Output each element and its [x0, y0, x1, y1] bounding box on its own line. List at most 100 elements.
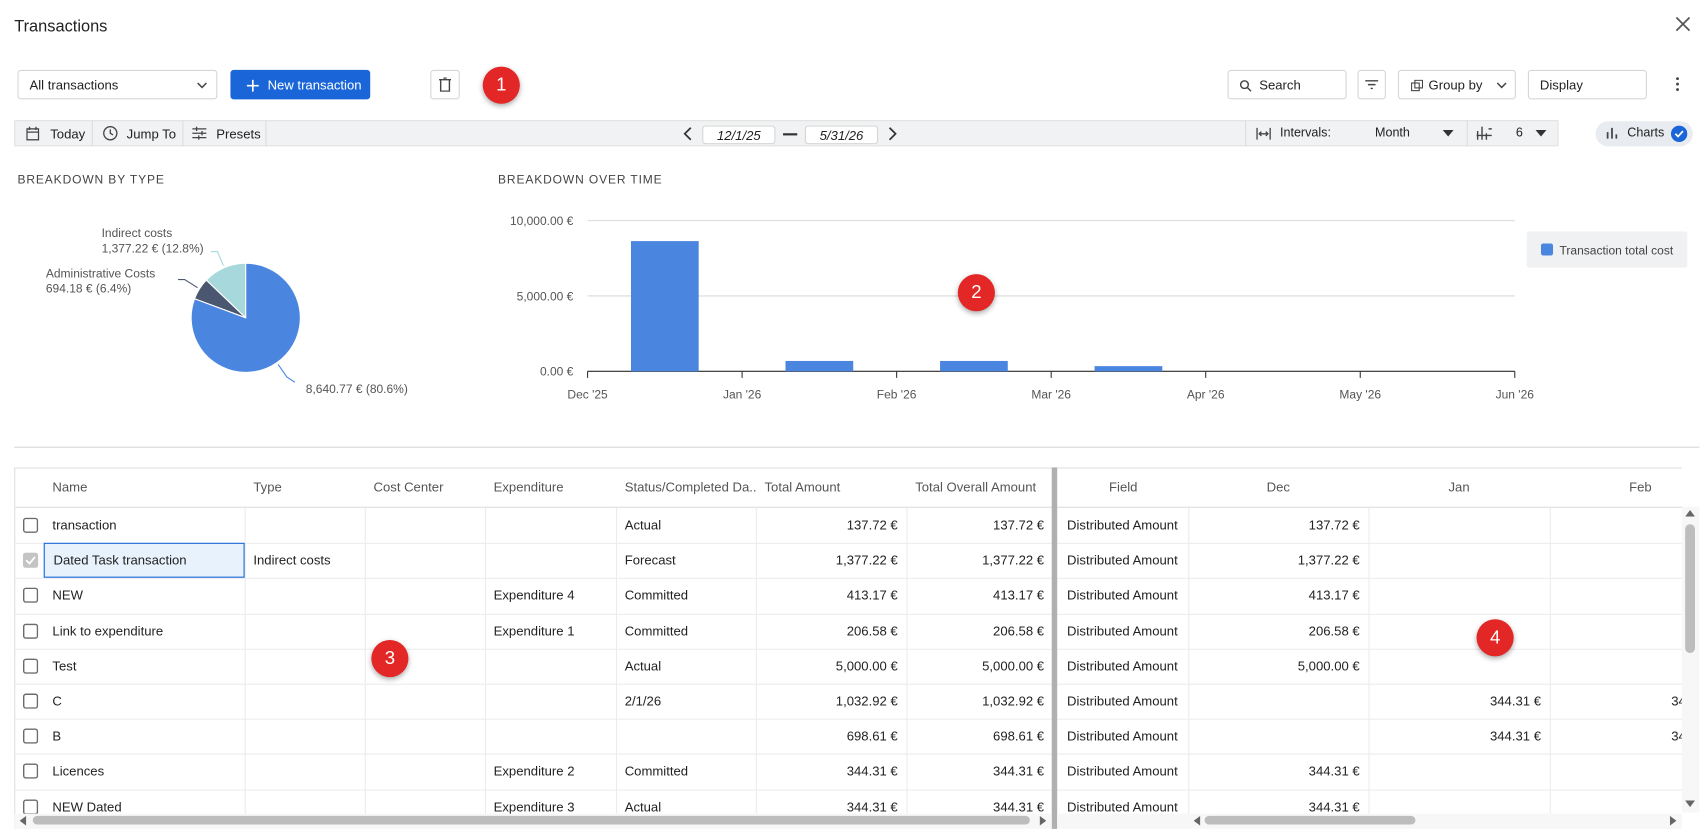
table-cell[interactable]: 5,000.00 €: [982, 658, 1045, 674]
table-cell[interactable]: NEW Dated: [52, 798, 122, 815]
table-cell[interactable]: 344.31 €: [846, 763, 898, 780]
table-cell[interactable]: B: [52, 728, 62, 744]
table-cell[interactable]: Forecast: [624, 552, 676, 569]
new-transaction-button[interactable]: New transaction: [230, 69, 371, 100]
column-header: Total Overall Amount: [915, 479, 1037, 495]
more-menu[interactable]: [1675, 76, 1679, 91]
table-cell[interactable]: 344.31 €: [1308, 763, 1360, 780]
table-cell[interactable]: Actual: [624, 798, 662, 815]
table-cell[interactable]: 1,377.22 €: [835, 552, 898, 569]
group-by-select[interactable]: Group by: [1397, 69, 1516, 100]
table-cell[interactable]: 344.31 €: [1489, 693, 1541, 709]
start-date[interactable]: 12/1/25: [702, 125, 776, 145]
table-cell[interactable]: 344.31 €: [846, 798, 898, 815]
table-cell[interactable]: Committed: [624, 623, 689, 639]
table-cell[interactable]: 344.31 €: [993, 763, 1045, 780]
row-checkbox[interactable]: [22, 728, 39, 744]
table-cell[interactable]: Distributed Amount: [1067, 552, 1178, 569]
table-cell[interactable]: Distributed Amount: [1067, 798, 1178, 815]
table-cell[interactable]: 344.31 €: [993, 798, 1045, 815]
search-box[interactable]: Search: [1227, 69, 1347, 100]
row-checkbox[interactable]: [22, 588, 39, 604]
scroll-up[interactable]: [1685, 510, 1695, 517]
table-cell[interactable]: Distributed Amount: [1067, 763, 1178, 780]
table-cell[interactable]: 206.58 €: [1308, 623, 1360, 639]
presets-button[interactable]: Presets: [216, 126, 261, 142]
jump-to-button[interactable]: Jump To: [126, 126, 176, 142]
table-cell[interactable]: Committed: [624, 763, 689, 780]
row-checkbox[interactable]: [22, 693, 39, 709]
v-scroll-thumb[interactable]: [1685, 524, 1695, 654]
table-cell[interactable]: 1,032.92 €: [982, 693, 1045, 709]
table-cell[interactable]: 137.72 €: [993, 517, 1045, 533]
h-scroll-thumb[interactable]: [1204, 815, 1416, 825]
table-cell[interactable]: 206.58 €: [993, 623, 1045, 639]
scroll-left[interactable]: [19, 815, 27, 826]
table-cell[interactable]: Expenditure 3: [493, 798, 575, 815]
table-cell[interactable]: Distributed Amount: [1067, 728, 1178, 744]
next-button[interactable]: [888, 127, 898, 141]
table-cell[interactable]: 413.17 €: [993, 587, 1045, 604]
table-cell[interactable]: Distributed Amount: [1067, 517, 1178, 533]
table-cell[interactable]: 344.31 €: [1308, 798, 1360, 815]
table-cell[interactable]: 137.72 €: [1308, 517, 1360, 533]
table-cell[interactable]: C: [52, 693, 62, 709]
table-cell[interactable]: 137.72 €: [846, 517, 898, 533]
prev-button[interactable]: [683, 127, 693, 141]
scroll-right[interactable]: [1039, 815, 1047, 826]
close-button[interactable]: [1675, 16, 1691, 32]
row-checkbox[interactable]: [22, 517, 39, 533]
table-cell[interactable]: Actual: [624, 517, 662, 533]
count-select[interactable]: 6: [1515, 126, 1523, 140]
table-cell[interactable]: Distributed Amount: [1067, 587, 1178, 604]
delete-button[interactable]: [430, 69, 460, 100]
table-cell[interactable]: 413.17 €: [846, 587, 898, 604]
today-button[interactable]: Today: [50, 126, 86, 142]
table-cell[interactable]: 344.31 €: [1671, 693, 1682, 709]
table-cell[interactable]: 344.31 €: [1489, 728, 1541, 744]
display-select[interactable]: Display: [1527, 69, 1647, 100]
scroll-down[interactable]: [1685, 800, 1695, 808]
table-cell[interactable]: 413.17 €: [1308, 587, 1360, 604]
table-cell[interactable]: 698.61 €: [846, 728, 898, 744]
h-scroll-thumb[interactable]: [32, 815, 1030, 825]
row-checkbox[interactable]: [22, 658, 39, 674]
table-cell[interactable]: Dated Task transaction: [43, 542, 245, 579]
table-cell[interactable]: Licences: [52, 763, 105, 780]
row-checkbox[interactable]: [22, 552, 39, 569]
table-cell[interactable]: transaction: [52, 517, 117, 533]
scroll-right[interactable]: [1669, 815, 1677, 826]
table-cell[interactable]: Expenditure 1: [493, 623, 575, 639]
table-cell[interactable]: 5,000.00 €: [835, 658, 898, 674]
interval-select[interactable]: Month: [1374, 126, 1410, 140]
table-cell[interactable]: Expenditure 4: [493, 587, 575, 604]
filter-icon: [1365, 80, 1379, 90]
filter-button[interactable]: [1357, 69, 1386, 100]
table-cell[interactable]: 2/1/26: [624, 693, 662, 709]
table-cell[interactable]: 698.61 €: [993, 728, 1045, 744]
row-checkbox[interactable]: [22, 799, 39, 815]
table-cell[interactable]: 1,032.92 €: [835, 693, 898, 709]
row-checkbox[interactable]: [22, 623, 39, 639]
table-cell[interactable]: Expenditure 2: [493, 763, 575, 780]
table-cell[interactable]: Actual: [624, 658, 662, 674]
table-cell[interactable]: Link to expenditure: [52, 623, 164, 639]
row-border: [15, 683, 1682, 685]
scroll-left[interactable]: [1193, 815, 1201, 826]
table-cell[interactable]: Distributed Amount: [1067, 658, 1178, 674]
table-cell[interactable]: Indirect costs: [253, 552, 331, 569]
table-cell[interactable]: Committed: [624, 587, 689, 604]
table-cell[interactable]: 344.31 €: [1671, 728, 1682, 744]
table-cell[interactable]: Test: [52, 658, 77, 674]
table-cell[interactable]: 5,000.00 €: [1297, 658, 1360, 674]
split-bar[interactable]: [1051, 467, 1058, 829]
table-cell[interactable]: Distributed Amount: [1067, 693, 1178, 709]
table-cell[interactable]: 1,377.22 €: [1297, 552, 1360, 569]
row-checkbox[interactable]: [22, 763, 39, 780]
table-cell[interactable]: Distributed Amount: [1067, 623, 1178, 639]
table-cell[interactable]: 206.58 €: [846, 623, 898, 639]
view-select[interactable]: All transactions: [17, 69, 218, 100]
end-date[interactable]: 5/31/26: [804, 125, 879, 145]
table-cell[interactable]: 1,377.22 €: [982, 552, 1045, 569]
table-cell[interactable]: NEW: [52, 587, 84, 604]
